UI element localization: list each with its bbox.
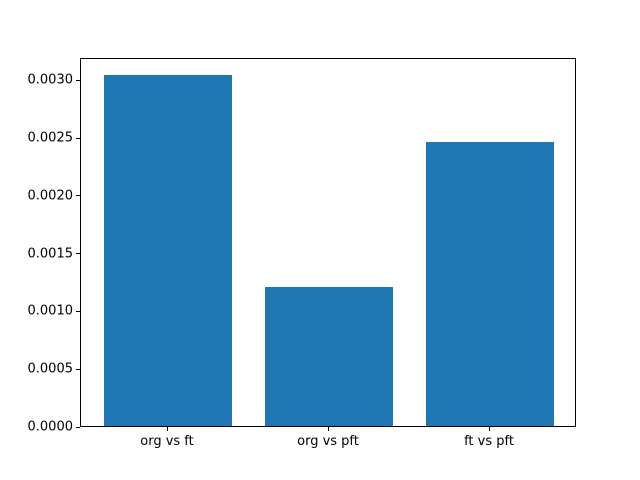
y-axis-tick-mark [76,79,80,81]
x-axis-tick-mark [327,427,329,431]
x-axis-tick-label-org-vs-ft: org vs ft [140,434,194,449]
y-axis-tick-mark [76,310,80,312]
y-axis-tick-mark [76,253,80,255]
bar-org-vs-pft [264,287,394,426]
y-axis-tick-label: 0.0020 [27,188,74,204]
x-axis-tick-label-ft-vs-pft: ft vs pft [464,434,514,449]
bar-org-vs-ft [103,74,233,426]
y-axis-tick-label: 0.0030 [27,72,74,88]
x-axis-tick-label-org-vs-pft: org vs pft [297,434,359,449]
y-axis-tick-label: 0.0025 [27,130,74,146]
y-axis-tick-label: 0.0005 [27,361,74,377]
y-axis-tick-label: 0.0010 [27,303,74,319]
plot-area [80,58,576,427]
y-axis-tick-label: 0.0015 [27,246,74,262]
y-axis-tick-mark [76,368,80,370]
y-axis-tick-mark [76,426,80,428]
x-axis-tick-mark [488,427,490,431]
x-axis-tick-mark [166,427,168,431]
y-axis-tick-label: 0.0000 [27,419,74,435]
y-axis-tick-mark [76,195,80,197]
bar-ft-vs-pft [425,141,555,426]
y-axis-tick-mark [76,137,80,139]
